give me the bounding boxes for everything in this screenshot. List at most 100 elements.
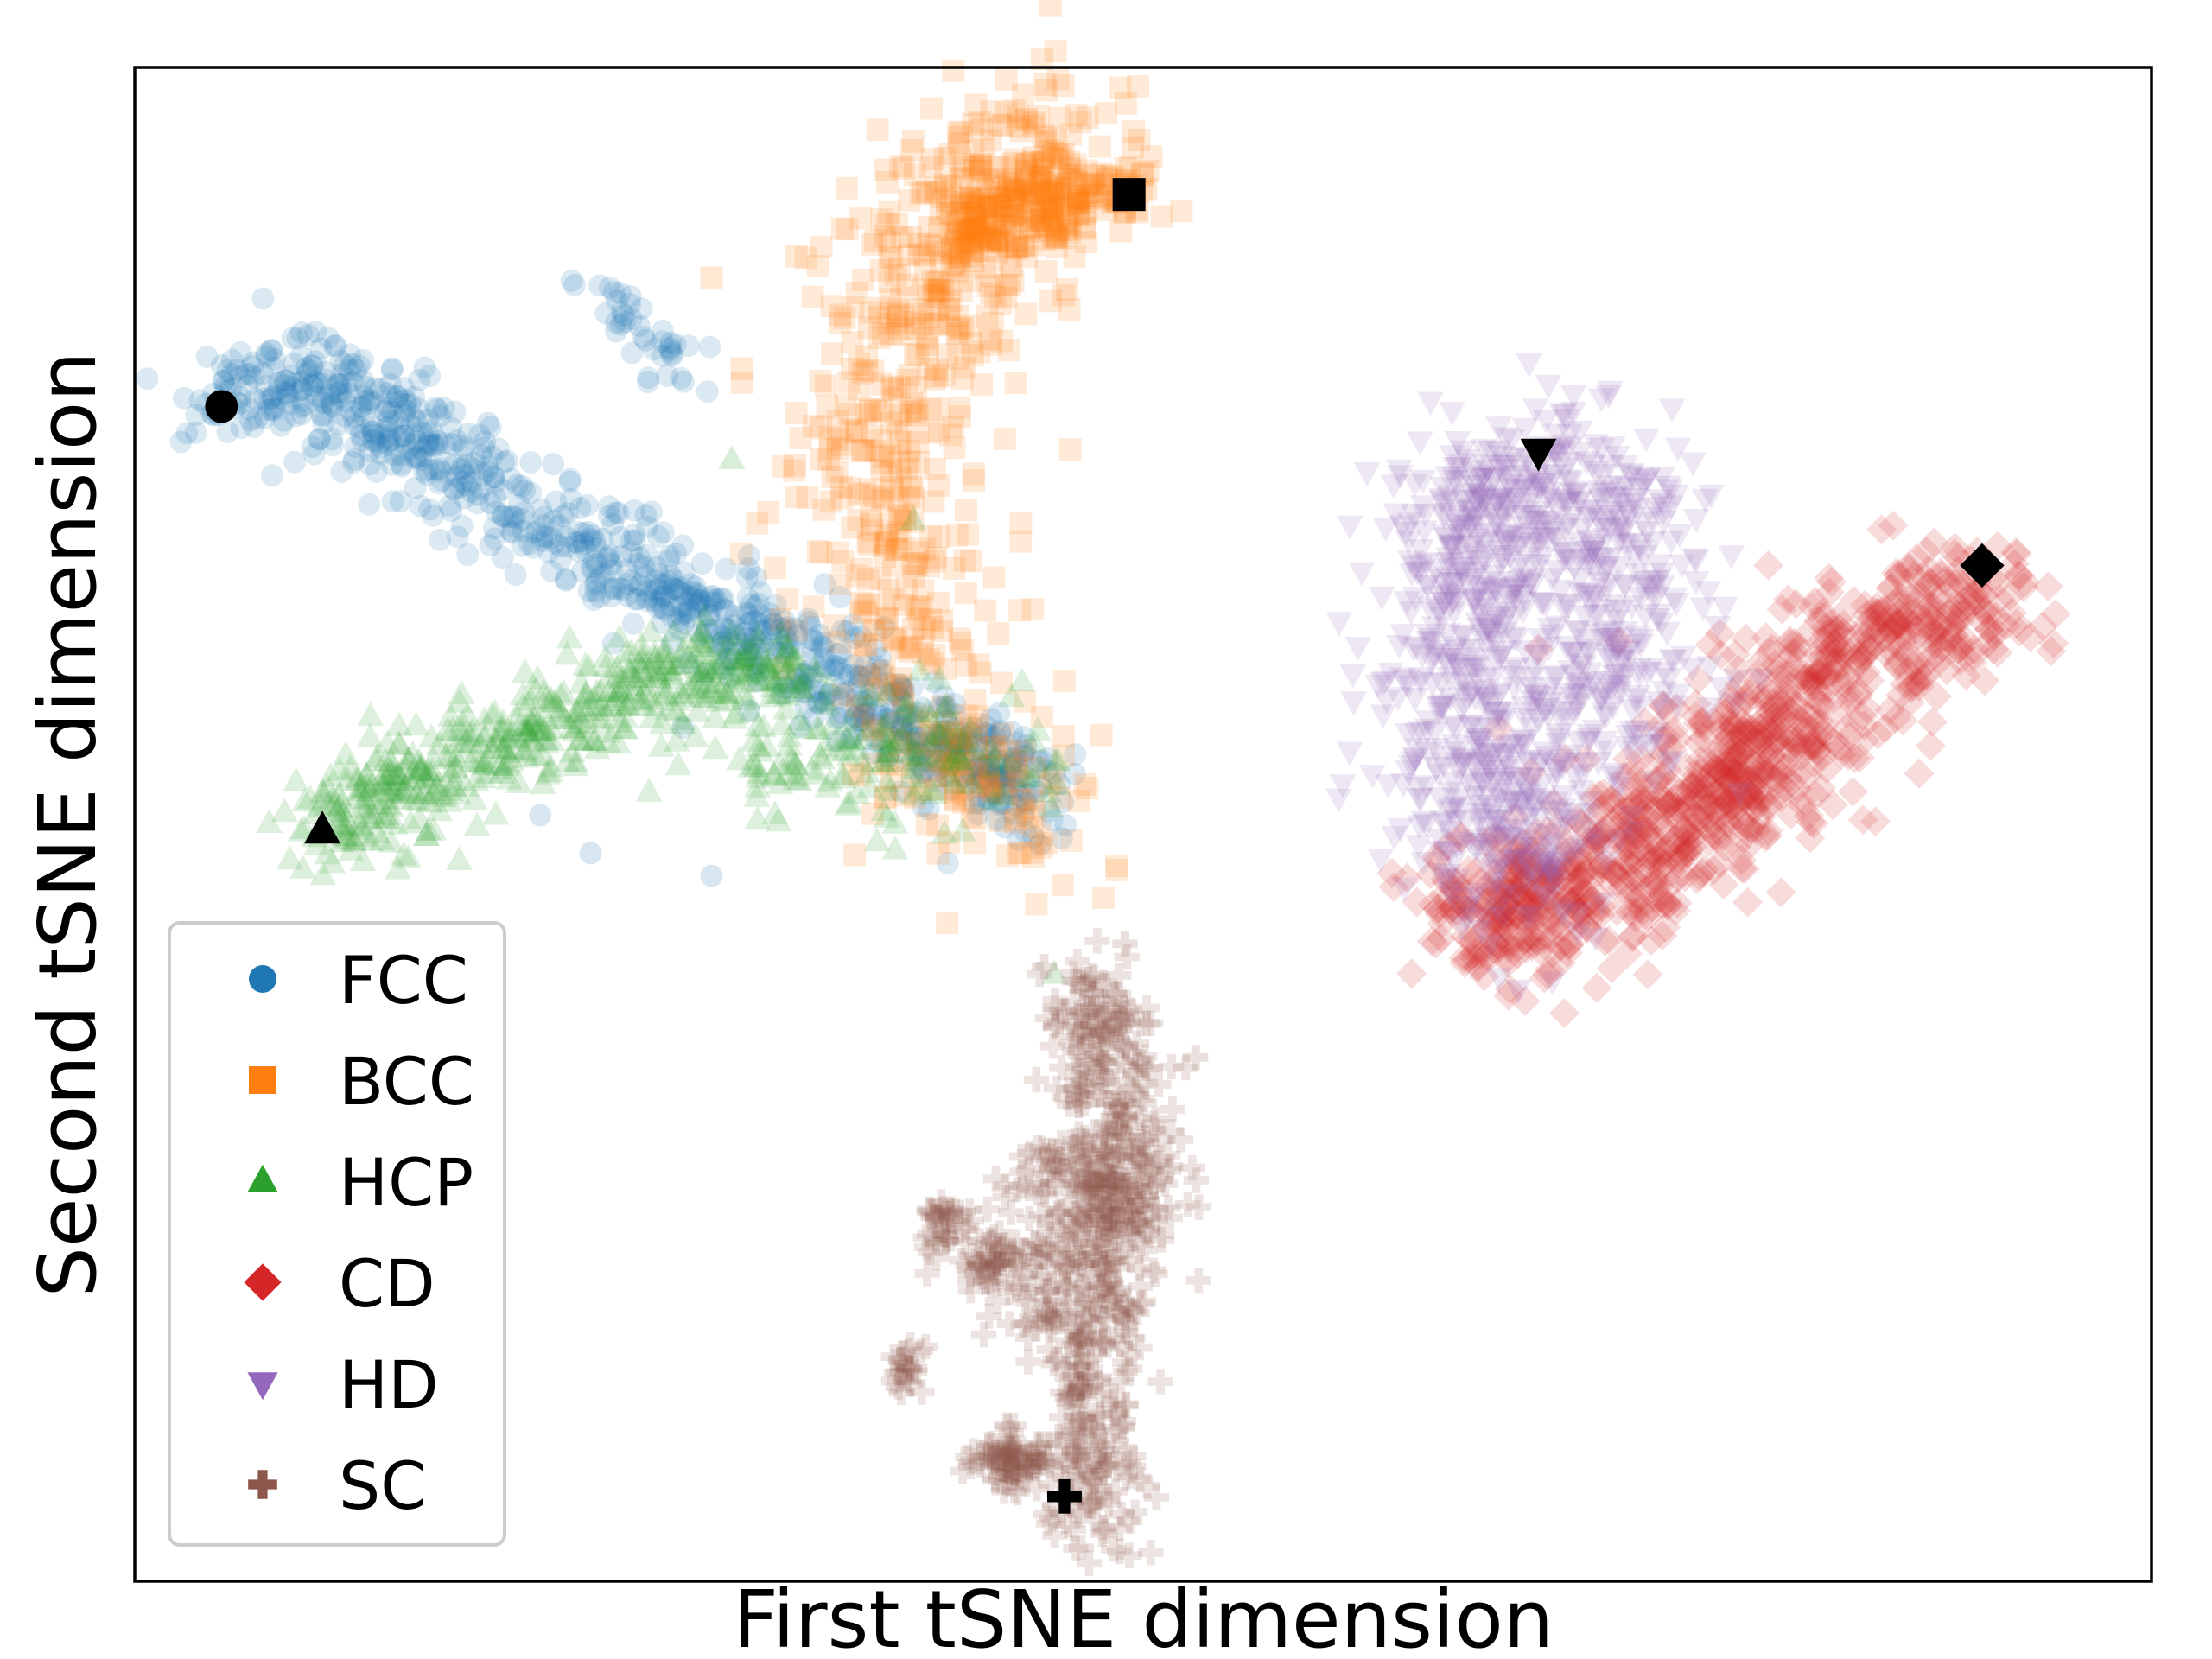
fcc-point xyxy=(956,733,979,756)
fcc-point xyxy=(830,641,853,664)
bcc-point xyxy=(1021,845,1045,868)
fcc-point xyxy=(671,594,694,618)
fcc-point xyxy=(848,665,871,689)
fcc-point xyxy=(880,683,903,707)
fcc-point xyxy=(327,372,350,396)
fcc-point xyxy=(738,544,761,568)
bcc-point xyxy=(878,231,901,254)
fcc-point xyxy=(567,520,590,543)
fcc-point xyxy=(961,715,984,739)
fcc-point xyxy=(234,362,257,385)
fcc-point xyxy=(925,760,948,783)
fcc-point xyxy=(660,344,683,367)
bcc-point xyxy=(1076,106,1099,130)
fcc-point xyxy=(843,626,867,650)
bcc-point xyxy=(852,663,875,686)
fcc-point xyxy=(263,347,286,371)
fcc-point xyxy=(535,525,558,549)
fcc-point xyxy=(321,428,344,451)
bcc-point xyxy=(906,554,929,577)
fcc-point xyxy=(1003,747,1027,770)
bcc-point xyxy=(827,631,850,654)
fcc-point xyxy=(958,730,982,753)
fcc-point xyxy=(931,755,954,779)
fcc-point xyxy=(1018,767,1041,791)
fcc-point xyxy=(658,336,682,359)
fcc-point xyxy=(954,742,977,766)
fcc-point xyxy=(802,648,825,671)
fcc-point xyxy=(716,627,740,651)
fcc-point xyxy=(361,420,385,443)
bcc-point xyxy=(814,374,837,397)
fcc-point xyxy=(960,721,983,745)
bcc-point xyxy=(952,156,976,179)
fcc-point xyxy=(1022,825,1046,849)
fcc-point xyxy=(216,359,239,382)
fcc-point xyxy=(866,702,889,726)
fcc-point xyxy=(849,665,872,689)
fcc-point xyxy=(435,452,459,475)
bcc-point xyxy=(1114,92,1137,115)
fcc-point xyxy=(388,391,411,414)
bcc-point xyxy=(1015,245,1039,269)
bcc-point xyxy=(925,299,948,322)
bcc-point xyxy=(848,378,871,401)
fcc-point xyxy=(647,577,671,601)
fcc-point xyxy=(743,610,766,633)
fcc-point xyxy=(344,435,367,459)
fcc-point xyxy=(405,410,429,433)
fcc-point xyxy=(988,793,1011,817)
fcc-point xyxy=(385,385,409,409)
fcc-point xyxy=(554,567,577,590)
bcc-point xyxy=(898,188,921,212)
fcc-outlier-point xyxy=(579,842,602,865)
bcc-point xyxy=(806,255,830,278)
fcc-point xyxy=(427,472,450,495)
fcc-point xyxy=(195,345,219,368)
fcc-point xyxy=(1050,826,1073,849)
bcc-point xyxy=(938,314,962,337)
bcc-point xyxy=(962,140,985,163)
fcc-point xyxy=(531,513,555,537)
fcc-point xyxy=(1007,749,1031,772)
bcc-point xyxy=(1032,124,1055,148)
fcc-point xyxy=(291,390,315,413)
fcc-point xyxy=(838,664,861,687)
fcc-point xyxy=(980,729,1003,753)
fcc-point xyxy=(792,662,816,685)
fcc-point xyxy=(289,378,313,401)
fcc-point xyxy=(976,764,999,787)
bcc-point xyxy=(925,234,948,257)
bcc-point xyxy=(816,396,839,419)
fcc-point xyxy=(988,719,1012,742)
fcc-point xyxy=(543,531,566,555)
bcc-point xyxy=(960,240,983,264)
fcc-point xyxy=(917,798,940,821)
fcc-point xyxy=(733,632,756,655)
fcc-point xyxy=(597,495,620,518)
fcc-point xyxy=(479,492,502,515)
fcc-point xyxy=(854,654,877,677)
fcc-point xyxy=(532,505,556,529)
fcc-point xyxy=(398,393,422,416)
bcc-point xyxy=(869,258,893,282)
bcc-point xyxy=(968,340,991,364)
bcc-point xyxy=(898,450,921,474)
fcc-point xyxy=(414,445,437,468)
fcc-point xyxy=(855,702,878,726)
bcc-point xyxy=(875,531,899,555)
bcc-point xyxy=(887,376,911,399)
bcc-point xyxy=(940,721,963,744)
fcc-point xyxy=(502,514,525,537)
fcc-point xyxy=(709,588,733,611)
fcc-point xyxy=(366,432,390,455)
fcc-point xyxy=(713,656,736,679)
fcc-point xyxy=(581,558,604,582)
bcc-point xyxy=(1018,216,1041,239)
bcc-point xyxy=(891,690,914,714)
fcc-point xyxy=(302,375,325,398)
fcc-point xyxy=(889,728,912,752)
fcc-point xyxy=(254,374,277,397)
fcc-point xyxy=(615,558,639,582)
bcc-point xyxy=(962,245,985,268)
